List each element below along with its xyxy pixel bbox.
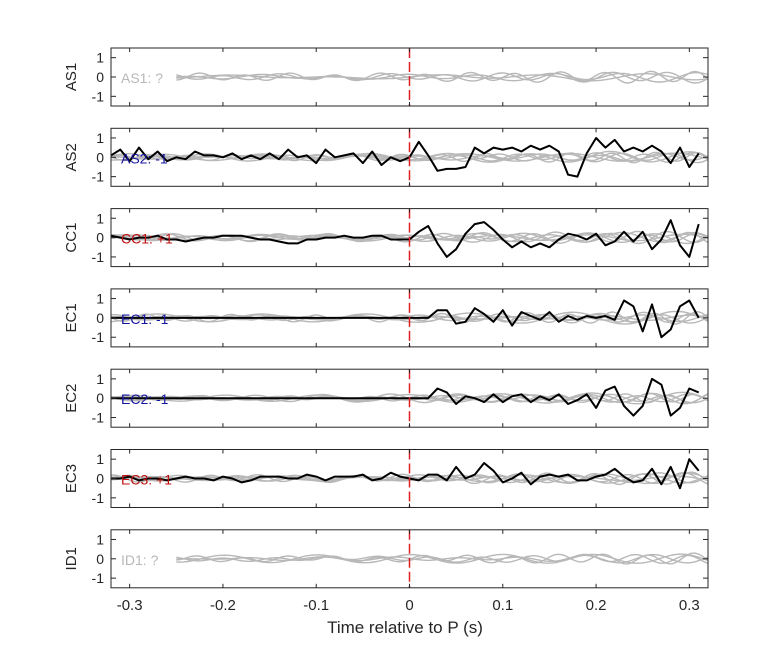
grey-trace-6	[111, 313, 708, 323]
black-trace	[111, 219, 700, 258]
y-tick-label: -1	[92, 570, 105, 586]
black-trace	[111, 377, 700, 417]
panel-traces	[111, 377, 708, 417]
y-tick-label: -1	[92, 490, 105, 506]
black-trace	[111, 299, 700, 339]
panel-traces	[111, 458, 708, 490]
x-tick-label: 0.1	[492, 597, 513, 614]
x-tick-label: -0.2	[210, 597, 236, 614]
y-tick-label: -1	[92, 249, 105, 265]
panel-traces	[111, 137, 708, 178]
y-tick-label: -1	[92, 410, 105, 426]
y-tick-label: 0	[96, 69, 104, 85]
station-label: ID1: ?	[121, 552, 159, 568]
y-tick-label: 1	[96, 531, 104, 547]
y-axis-label: ID1	[63, 547, 80, 570]
panel-ec2: EC2: -1 -1 0 1 EC2	[63, 368, 709, 428]
y-tick-label: -1	[92, 329, 105, 345]
y-tick-label: -1	[92, 169, 105, 185]
panel-id1: ID1: ? -1 0 1 ID1	[63, 529, 709, 589]
panel-traces	[176, 70, 708, 84]
station-label: CC1: +1	[121, 231, 173, 247]
x-tick-label: -0.3	[117, 597, 143, 614]
x-tick-label: 0.3	[679, 597, 700, 614]
grey-trace-4	[176, 70, 708, 84]
station-label: EC3: +1	[121, 472, 172, 488]
y-axis-label: CC1	[63, 223, 80, 253]
x-axis: -0.3 -0.2 -0.1 0 0.1 0.2 0.3	[117, 597, 700, 614]
station-label: EC2: -1	[121, 391, 169, 407]
grey-trace-2	[176, 553, 708, 564]
panel-traces	[111, 299, 708, 339]
station-label: AS2: -1	[121, 150, 168, 166]
y-tick-label: 1	[96, 210, 104, 226]
grey-trace-2	[176, 71, 708, 83]
x-axis-label: Time relative to P (s)	[327, 618, 483, 637]
grey-trace-5	[111, 310, 708, 325]
y-axis-label: EC3	[63, 464, 80, 493]
y-tick-label: 0	[96, 390, 104, 406]
grey-trace-6	[111, 152, 708, 162]
y-tick-label: 1	[96, 130, 104, 146]
station-label: EC1: -1	[121, 311, 169, 327]
y-tick-label: 0	[96, 310, 104, 326]
x-tick-label: -0.1	[303, 597, 329, 614]
panel-as1: AS1: ? -1 0 1 AS1	[63, 47, 709, 107]
grey-trace-5	[111, 472, 708, 484]
y-axis-label: AS1	[63, 63, 80, 91]
y-tick-label: 0	[96, 149, 104, 165]
y-tick-label: -1	[92, 88, 105, 104]
panel-ec1: EC1: -1 -1 0 1 EC1	[63, 288, 709, 348]
grey-trace-5	[111, 152, 708, 163]
panel-as2: AS2: -1 -1 0 1 AS2	[63, 127, 709, 187]
y-tick-label: 0	[96, 230, 104, 246]
panel-traces	[111, 219, 708, 258]
x-tick-label: 0	[405, 597, 413, 614]
black-trace	[111, 458, 700, 490]
panel-ec3: EC3: +1 -1 0 1 EC3	[63, 449, 709, 508]
panel-cc1: CC1: +1 -1 0 1 CC1	[63, 208, 709, 268]
grey-trace-3	[176, 71, 708, 84]
panel-traces	[176, 552, 708, 565]
black-trace	[111, 137, 700, 178]
y-tick-label: 1	[96, 50, 104, 66]
y-tick-label: 1	[96, 371, 104, 387]
y-axis-label: AS2	[63, 143, 80, 171]
station-label: AS1: ?	[121, 70, 163, 86]
x-tick-label: 0.2	[586, 597, 607, 614]
y-axis-label: EC2	[63, 384, 80, 413]
y-axis-label: EC1	[63, 303, 80, 332]
y-tick-label: 1	[96, 451, 104, 467]
y-tick-label: 1	[96, 291, 104, 307]
grey-trace-4	[176, 553, 708, 565]
y-tick-label: 0	[96, 551, 104, 567]
y-tick-label: 0	[96, 471, 104, 487]
